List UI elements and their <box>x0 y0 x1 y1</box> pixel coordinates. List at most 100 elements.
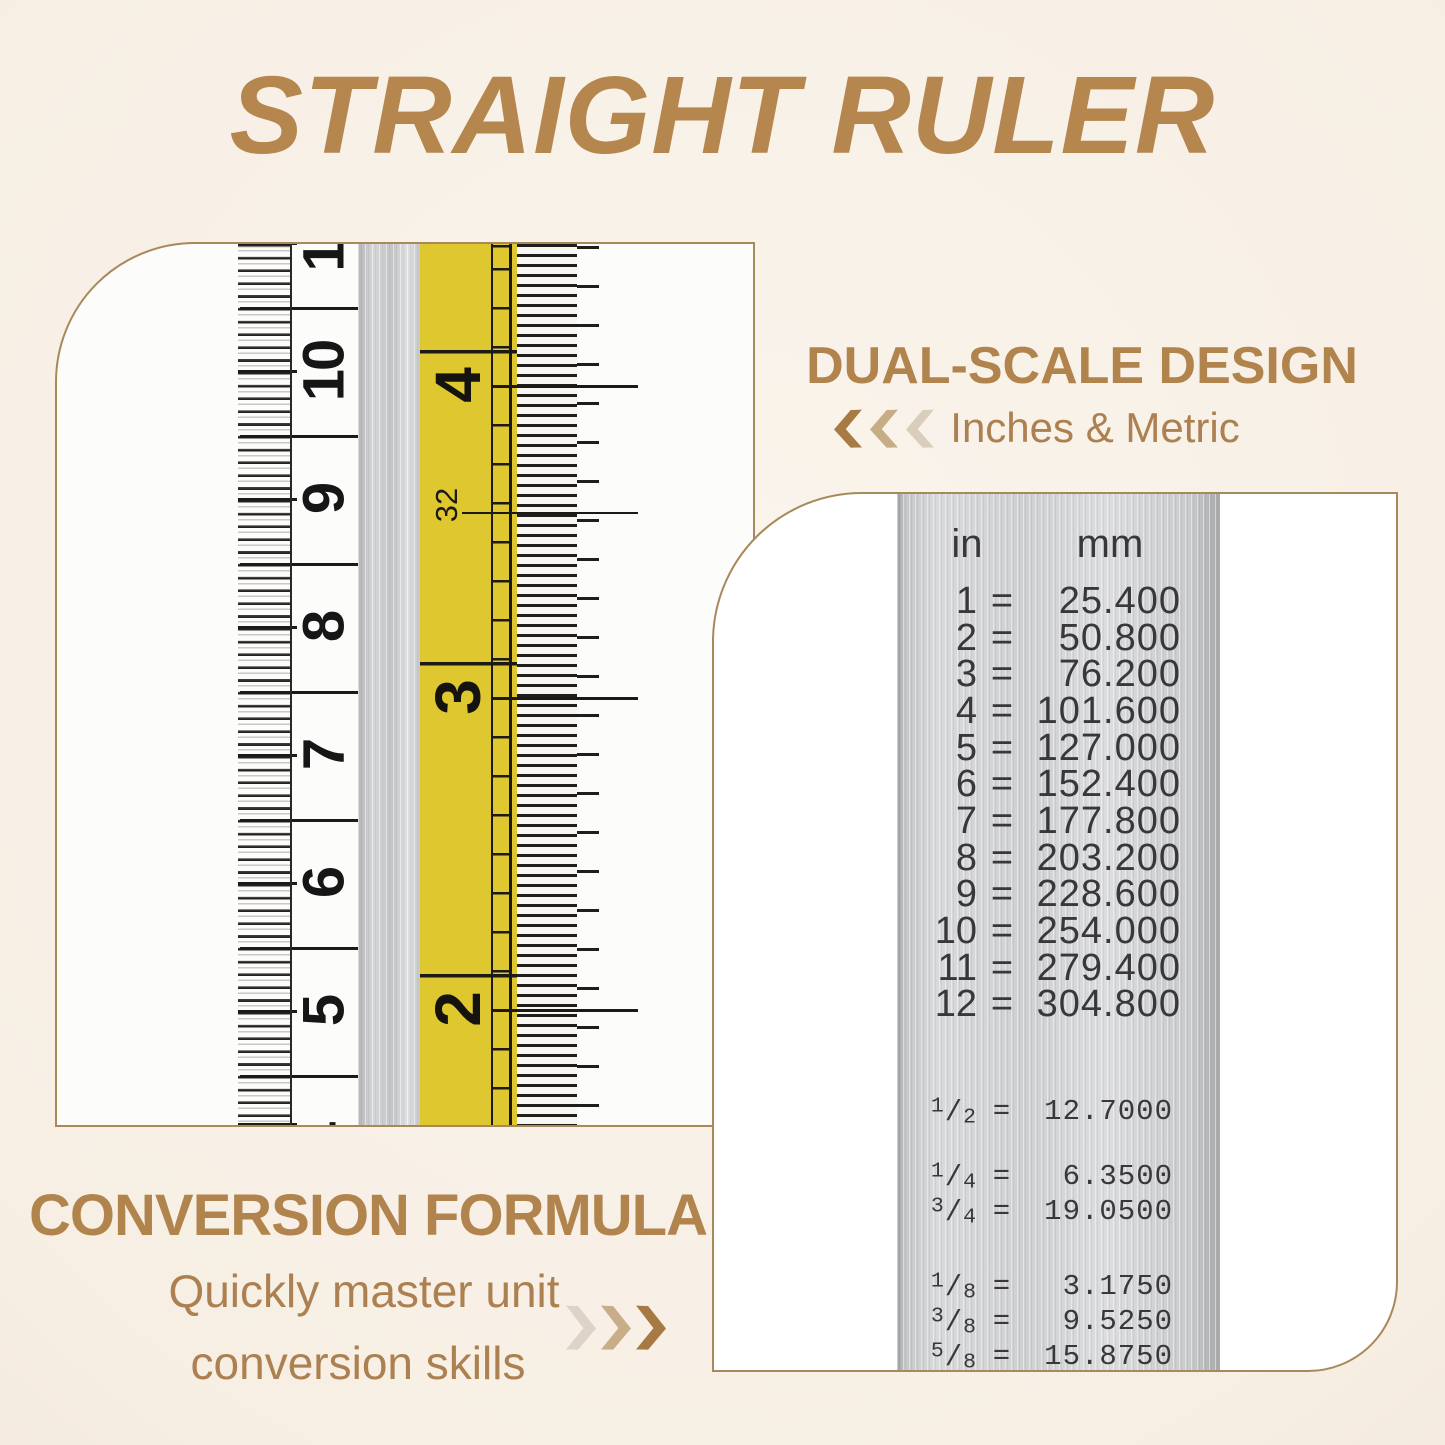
table-row: 3/4 = 19.0500 <box>897 1194 1220 1229</box>
column-header-mm: mm <box>1076 522 1144 566</box>
chevron-right-icon <box>601 1305 631 1350</box>
table-row: 4 = 101.600 <box>897 689 1220 732</box>
cell-millimeters: 152.400 <box>1036 763 1181 806</box>
chevron-right-icon <box>566 1305 596 1350</box>
cell-millimeters: 203.200 <box>1036 836 1181 879</box>
dual-scale-subheading: Inches & Metric <box>950 404 1240 451</box>
cell-equals: = <box>992 1160 1012 1193</box>
cell-equals: = <box>990 689 1014 732</box>
inch-mark-line <box>491 385 638 388</box>
conversion-formula-heading: CONVERSION FORMULA <box>29 1183 708 1248</box>
inch-mark-line <box>491 697 638 700</box>
cell-inches: 11 <box>937 946 977 989</box>
fine-scale-label-line <box>462 512 638 514</box>
cell-millimeters: 25.400 <box>1058 579 1181 622</box>
cell-millimeters: 9.5250 <box>1062 1305 1173 1338</box>
cell-inches: 3/4 <box>930 1193 977 1230</box>
cell-equals: = <box>992 1340 1012 1372</box>
cell-inches: 2 <box>955 616 977 659</box>
cell-inches: 3/8 <box>930 1303 977 1340</box>
cell-inches: 5/8 <box>930 1338 977 1372</box>
cell-equals: = <box>990 726 1014 769</box>
cell-millimeters: 101.600 <box>1036 689 1181 732</box>
right-chevrons-icon <box>566 1306 666 1350</box>
cell-equals: = <box>992 1095 1012 1128</box>
cell-inches: 9 <box>955 873 977 916</box>
cell-equals: = <box>990 799 1014 842</box>
eighth-tick-band <box>577 244 599 1125</box>
table-row: 2 = 50.800 <box>897 616 1220 659</box>
dual-scale-heading: DUAL-SCALE DESIGN <box>806 337 1358 395</box>
cell-inches: 5 <box>955 726 977 769</box>
cell-equals: = <box>992 1270 1012 1303</box>
cell-inches: 1/2 <box>930 1093 977 1130</box>
cell-millimeters: 15.8750 <box>1044 1340 1173 1372</box>
cell-inches: 1/8 <box>930 1268 977 1305</box>
cell-equals: = <box>990 983 1014 1026</box>
metric-scale-edge-line <box>290 244 292 1125</box>
cell-inches: 1/4 <box>930 1158 977 1195</box>
conversion-formula-line1: Quickly master unit <box>168 1265 560 1317</box>
table-row: 7 = 177.800 <box>897 799 1220 842</box>
centimeter-division-lines <box>240 244 358 1125</box>
cell-millimeters: 6.3500 <box>1062 1160 1173 1193</box>
cell-inches: 8 <box>955 836 977 879</box>
cell-equals: = <box>990 946 1014 989</box>
cell-millimeters: 3.1750 <box>1062 1270 1173 1303</box>
table-row: 1/4 = 6.3500 <box>897 1159 1220 1194</box>
cell-equals: = <box>990 653 1014 696</box>
whole-inch-rows: 1 = 25.400 2 = 50.800 3 = 76.200 4 = 101.600 5 = 127.0… <box>897 579 1220 1026</box>
page-title: STRAIGHT RULER <box>229 54 1216 177</box>
table-row: 11 = 279.400 <box>897 946 1220 989</box>
chevron-right-icon <box>636 1305 666 1350</box>
cell-equals: = <box>990 836 1014 879</box>
table-row: 5/8 = 15.8750 <box>897 1338 1220 1372</box>
cell-equals: = <box>990 763 1014 806</box>
chevron-left-icon <box>870 410 898 449</box>
cell-millimeters: 127.000 <box>1036 726 1181 769</box>
cell-millimeters: 228.600 <box>1036 873 1181 916</box>
table-row: 8 = 203.200 <box>897 836 1220 879</box>
sixteenth-tick-column <box>493 244 509 1125</box>
inch-scale-edge-line <box>509 244 512 1125</box>
table-row: 10 = 254.000 <box>897 910 1220 953</box>
fraction-group: 1/4 = 6.3500 3/4 = 19.0500 <box>897 1159 1220 1229</box>
cell-millimeters: 12.7000 <box>1044 1095 1173 1128</box>
cell-equals: = <box>990 910 1014 953</box>
cell-millimeters: 50.800 <box>1058 616 1181 659</box>
cell-equals: = <box>992 1305 1012 1338</box>
cell-inches: 3 <box>955 653 977 696</box>
cell-equals: = <box>992 1195 1012 1228</box>
cell-millimeters: 19.0500 <box>1044 1195 1173 1228</box>
cell-millimeters: 177.800 <box>1036 799 1181 842</box>
cell-inches: 7 <box>955 799 977 842</box>
cell-inches: 1 <box>955 579 977 622</box>
conversion-formula-line2: conversion skills <box>190 1337 526 1389</box>
table-row: 3 = 76.200 <box>897 653 1220 696</box>
cell-inches: 6 <box>955 763 977 806</box>
cell-equals: = <box>990 579 1014 622</box>
table-row: 6 = 152.400 <box>897 763 1220 806</box>
fraction-group: 1/8 = 3.1750 3/8 = 9.5250 5/8 = 15.8750 <box>897 1269 1220 1372</box>
cell-millimeters: 279.400 <box>1036 946 1181 989</box>
table-row: 1 = 25.400 <box>897 579 1220 622</box>
cell-equals: = <box>990 616 1014 659</box>
table-row: 3/8 = 9.5250 <box>897 1304 1220 1339</box>
cell-inches: 4 <box>955 689 977 732</box>
cell-equals: = <box>990 873 1014 916</box>
cell-millimeters: 76.200 <box>1058 653 1181 696</box>
inch-mark-lines <box>57 244 753 1125</box>
column-header-in: in <box>951 522 983 566</box>
cell-millimeters: 254.000 <box>1036 910 1181 953</box>
cell-millimeters: 304.800 <box>1036 983 1181 1026</box>
table-row: 1/8 = 3.1750 <box>897 1269 1220 1304</box>
left-chevrons-icon <box>834 410 934 448</box>
cell-inches: 12 <box>934 983 977 1026</box>
chevron-left-icon <box>834 410 862 449</box>
metal-ruler-back: in mm 1 = 25.400 2 = 50.800 3 = 76.200 4 = 101.600 5… <box>897 494 1220 1370</box>
thirtysecond-tick-band <box>517 244 577 1125</box>
conversion-table-card: in mm 1 = 25.400 2 = 50.800 3 = 76.200 4 = 101.600 5… <box>712 492 1398 1372</box>
